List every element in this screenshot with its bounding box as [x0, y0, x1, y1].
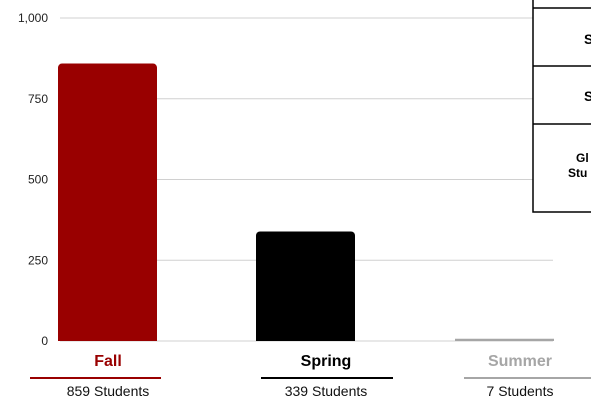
- category-count: 7 Students: [487, 383, 554, 399]
- side-table: S S Gl Stu: [532, 0, 591, 213]
- y-tick-label: 500: [28, 173, 48, 187]
- category-count: 339 Students: [285, 383, 368, 399]
- y-tick-label: 1,000: [18, 11, 48, 25]
- y-tick-label: 250: [28, 253, 48, 267]
- category-count: 859 Students: [67, 383, 150, 399]
- category-label: Spring: [301, 353, 352, 370]
- y-axis-ticks: 0 250 500 750 1,000: [18, 11, 48, 348]
- side-table-cell: S: [584, 88, 591, 104]
- side-table-cell: Stu: [568, 166, 587, 180]
- bar-base-spring: [256, 336, 355, 341]
- side-table-frame: [532, 0, 591, 213]
- y-tick-label: 0: [41, 334, 48, 348]
- category-label: Fall: [94, 353, 122, 370]
- side-table-cell: S: [584, 31, 591, 47]
- bar-summer: [455, 338, 554, 341]
- y-tick-label: 750: [28, 92, 48, 106]
- x-axis-categories: Fall 859 Students Spring 339 Students Summer…: [30, 353, 591, 399]
- bar-fall: [58, 63, 157, 341]
- bar-base-fall: [58, 336, 157, 341]
- bars: [58, 63, 554, 341]
- side-table-cell: Gl: [576, 151, 589, 165]
- category-label: Summer: [488, 353, 552, 370]
- bar-spring: [256, 231, 355, 341]
